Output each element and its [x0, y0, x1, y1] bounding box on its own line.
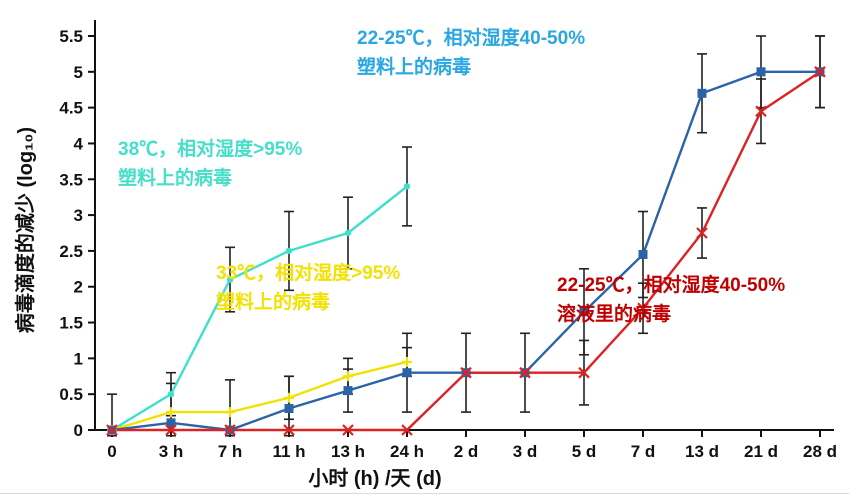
x-tick-label: 13 h — [331, 442, 365, 461]
series-marker-dot — [403, 183, 411, 190]
y-tick-label: 5 — [74, 63, 83, 82]
x-tick-label: 7 d — [631, 442, 656, 461]
series-marker-x — [224, 424, 236, 436]
series-marker-dot — [344, 229, 352, 237]
series-marker-x — [460, 366, 472, 379]
series-marker-square — [638, 249, 648, 259]
annotation-line: 溶液里的病毒 — [557, 303, 672, 325]
y-tick-label: 2 — [74, 278, 83, 297]
x-tick-label: 24 h — [390, 442, 424, 461]
series-marker-x — [696, 227, 708, 239]
x-tick-label: 0 — [107, 442, 116, 461]
x-tick-label: 11 h — [272, 442, 305, 461]
x-tick-label: 13 d — [685, 442, 719, 461]
y-tick-label: 2.5 — [59, 242, 83, 261]
series-marker-x — [401, 424, 413, 436]
y-tick-label: 0 — [74, 421, 83, 440]
annotation-line: 塑料上的病毒 — [357, 56, 472, 78]
series-marker-square — [697, 88, 707, 98]
y-tick-label: 1.5 — [59, 314, 83, 333]
y-tick-label: 3 — [74, 206, 83, 225]
series-marker-dot — [167, 390, 175, 398]
series-line — [111, 360, 408, 432]
annotation-line: 22-25℃，相对湿度40-50% — [557, 275, 786, 296]
series-line — [111, 185, 408, 432]
series-marker-square — [402, 368, 412, 378]
x-tick-label: 3 h — [159, 442, 184, 461]
series-marker-x — [755, 105, 767, 117]
annotation-line: 22-25℃，相对湿度40-50% — [357, 28, 586, 49]
series-marker-x — [283, 424, 295, 436]
annotation-line: 38℃，相对湿度>95% — [118, 139, 303, 160]
annotation-33c-plastic: 33℃，相对湿度>95% 塑料上的病毒 — [216, 260, 400, 317]
y-tick-label: 0.5 — [59, 385, 83, 404]
y-tick-label: 4.5 — [59, 99, 83, 118]
x-tick-label: 5 d — [572, 442, 597, 461]
series-marker-square — [284, 404, 294, 414]
annotation-22-25c-solution: 22-25℃，相对湿度40-50% 溶液里的病毒 — [557, 272, 785, 329]
annotation-line: 33℃，相对湿度>95% — [216, 263, 401, 284]
x-tick-label: 28 d — [803, 442, 837, 461]
y-tick-label: 4 — [74, 134, 84, 153]
annotation-line: 塑料上的病毒 — [216, 291, 331, 313]
series-marker-x — [342, 424, 354, 436]
x-axis-label: 小时 (h) /天 (d) — [308, 468, 442, 490]
annotation-22-25c-plastic: 22-25℃，相对湿度40-50% 塑料上的病毒 — [357, 25, 585, 82]
x-tick-label: 2 d — [454, 442, 479, 461]
series-marker-square — [166, 418, 176, 428]
series-marker-square — [756, 67, 766, 77]
series-marker-x — [814, 66, 826, 78]
series-marker-square — [343, 386, 353, 396]
series-marker-x — [106, 424, 118, 436]
annotation-38c-plastic: 38℃，相对湿度>95% 塑料上的病毒 — [118, 136, 302, 193]
y-tick-label: 3.5 — [59, 170, 83, 189]
x-tick-label: 7 h — [218, 442, 243, 461]
series-marker-x — [519, 366, 531, 379]
series-marker-x — [637, 302, 649, 314]
annotation-line: 塑料上的病毒 — [118, 167, 233, 189]
y-tick-label: 5.5 — [59, 27, 83, 46]
series-marker-x — [578, 366, 590, 379]
x-tick-label: 21 d — [744, 442, 778, 461]
series-marker-square — [579, 307, 589, 317]
series-marker-x — [165, 424, 177, 436]
y-axis-label: 病毒滴度的减少 (log₁₀) — [15, 126, 37, 334]
y-tick-label: 1 — [74, 349, 83, 368]
series-marker-dot — [285, 247, 293, 255]
series-marker-dot — [226, 276, 234, 283]
x-tick-label: 3 d — [513, 442, 538, 461]
